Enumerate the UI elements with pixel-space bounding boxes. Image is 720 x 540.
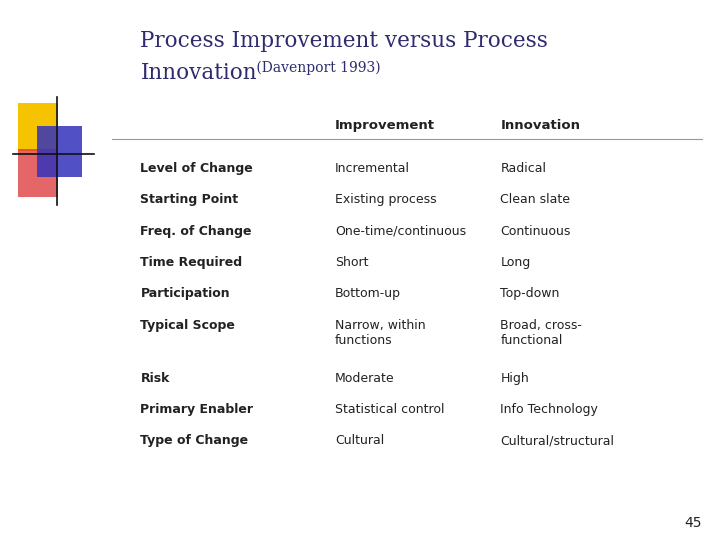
Text: Narrow, within
functions: Narrow, within functions bbox=[335, 319, 426, 347]
Text: Typical Scope: Typical Scope bbox=[140, 319, 235, 332]
Text: Time Required: Time Required bbox=[140, 256, 243, 269]
Bar bbox=[18, 103, 58, 151]
Text: Cultural/structural: Cultural/structural bbox=[500, 434, 614, 447]
Text: Radical: Radical bbox=[500, 162, 546, 175]
Text: Existing process: Existing process bbox=[335, 193, 436, 206]
Text: Cultural: Cultural bbox=[335, 434, 384, 447]
Text: High: High bbox=[500, 372, 529, 384]
Text: Type of Change: Type of Change bbox=[140, 434, 248, 447]
Text: Level of Change: Level of Change bbox=[140, 162, 253, 175]
Text: Long: Long bbox=[500, 256, 531, 269]
Text: Clean slate: Clean slate bbox=[500, 193, 570, 206]
Text: Process Improvement versus Process: Process Improvement versus Process bbox=[140, 30, 548, 52]
Text: Short: Short bbox=[335, 256, 369, 269]
Text: Improvement: Improvement bbox=[335, 119, 435, 132]
Text: Continuous: Continuous bbox=[500, 225, 571, 238]
Bar bbox=[18, 148, 58, 197]
Text: (Davenport 1993): (Davenport 1993) bbox=[252, 61, 381, 76]
Text: Participation: Participation bbox=[140, 287, 230, 300]
Text: One-time/continuous: One-time/continuous bbox=[335, 225, 466, 238]
Text: Innovation: Innovation bbox=[140, 62, 257, 84]
Text: Starting Point: Starting Point bbox=[140, 193, 238, 206]
Text: Info Technology: Info Technology bbox=[500, 403, 598, 416]
Text: Moderate: Moderate bbox=[335, 372, 395, 384]
Bar bbox=[37, 126, 82, 177]
Text: Innovation: Innovation bbox=[500, 119, 580, 132]
Text: Risk: Risk bbox=[140, 372, 170, 384]
Text: 45: 45 bbox=[685, 516, 702, 530]
Text: Broad, cross-
functional: Broad, cross- functional bbox=[500, 319, 582, 347]
Text: Statistical control: Statistical control bbox=[335, 403, 444, 416]
Text: Incremental: Incremental bbox=[335, 162, 410, 175]
Text: Top-down: Top-down bbox=[500, 287, 559, 300]
Text: Primary Enabler: Primary Enabler bbox=[140, 403, 253, 416]
Text: Freq. of Change: Freq. of Change bbox=[140, 225, 252, 238]
Text: Bottom-up: Bottom-up bbox=[335, 287, 401, 300]
